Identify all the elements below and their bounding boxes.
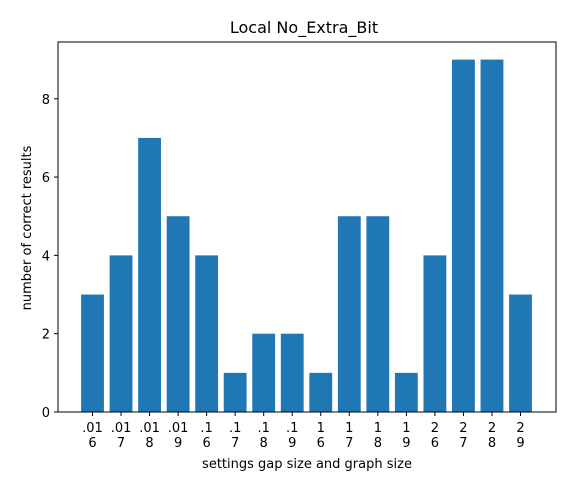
bar [109, 255, 133, 412]
x-tick-label: 6 [88, 436, 96, 451]
x-tick-label: 6 [431, 436, 439, 451]
bar [166, 216, 190, 412]
x-tick-label: 8 [260, 436, 268, 451]
bar [509, 294, 532, 412]
x-tick-label: .1 [200, 421, 212, 436]
y-tick-label: 4 [42, 249, 50, 264]
x-tick-label: .1 [257, 421, 269, 436]
x-tick-label: 2 [488, 421, 496, 436]
x-tick-label: 9 [402, 436, 410, 451]
x-tick-label: 2 [516, 421, 524, 436]
bar [309, 372, 333, 412]
x-tick-label: 1 [345, 421, 353, 436]
x-tick-label: 9 [174, 436, 182, 451]
x-tick-label: .01 [168, 421, 189, 436]
y-tick-label: 8 [42, 93, 50, 108]
x-axis-label: settings gap size and graph size [202, 457, 412, 472]
y-axis-label: number of correct results [20, 145, 35, 310]
x-tick-label: 2 [459, 421, 467, 436]
y-axis-ticks: 0 2 4 6 8 [42, 93, 58, 421]
bar [366, 216, 390, 412]
x-tick-label: 1 [374, 421, 382, 436]
bar [138, 137, 161, 412]
bar [452, 59, 475, 413]
x-tick-label: 1 [402, 421, 410, 436]
chart-title: Local No_Extra_Bit [230, 18, 378, 38]
x-tick-label: 6 [317, 436, 325, 451]
x-axis-ticks: .016.017.018.019.16.17.18.19161718192627… [82, 412, 525, 451]
bar [81, 294, 104, 412]
plot-frame [57, 41, 557, 413]
x-tick-label: 1 [317, 421, 325, 436]
bar [252, 333, 276, 412]
bar [195, 255, 219, 412]
x-tick-label: 8 [374, 436, 382, 451]
bar [223, 372, 247, 412]
bar [337, 216, 361, 412]
x-tick-label: 8 [145, 436, 153, 451]
bar [280, 333, 304, 412]
bars-group [81, 59, 532, 413]
x-tick-label: .1 [286, 421, 298, 436]
x-tick-label: .01 [82, 421, 103, 436]
bar [394, 372, 418, 412]
y-tick-label: 6 [42, 171, 50, 186]
x-tick-label: 7 [459, 436, 467, 451]
x-tick-label: 9 [516, 436, 524, 451]
bar [480, 59, 504, 413]
x-tick-label: 7 [345, 436, 353, 451]
x-tick-label: 7 [117, 436, 125, 451]
bar [423, 255, 447, 412]
x-tick-label: 9 [288, 436, 296, 451]
x-tick-label: 2 [431, 421, 439, 436]
x-tick-label: 6 [202, 436, 210, 451]
x-tick-label: 7 [231, 436, 239, 451]
x-tick-label: .01 [139, 421, 160, 436]
y-tick-label: 0 [42, 406, 50, 421]
x-tick-label: .01 [111, 421, 132, 436]
y-tick-label: 2 [42, 328, 50, 343]
x-tick-label: 8 [488, 436, 496, 451]
x-tick-label: .1 [229, 421, 241, 436]
